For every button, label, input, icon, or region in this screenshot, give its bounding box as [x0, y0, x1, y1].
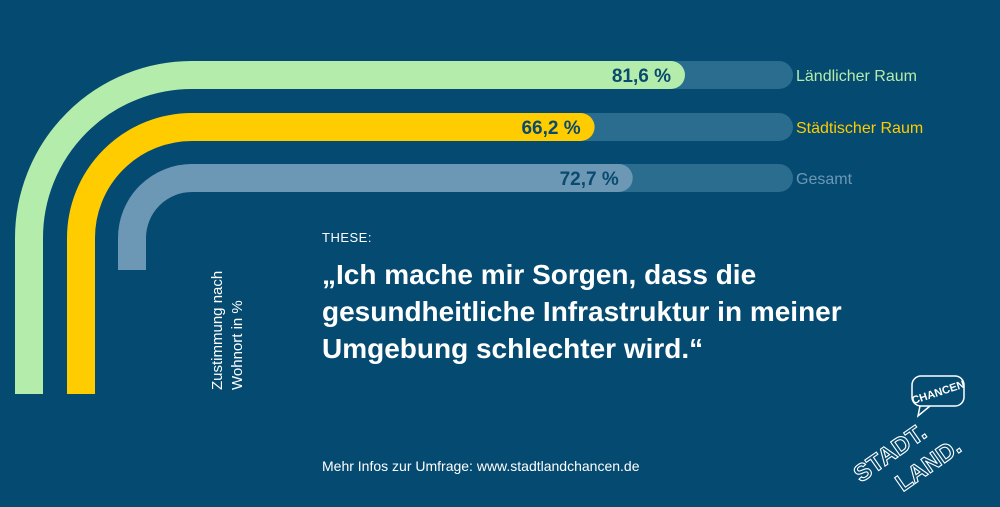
axis-label-line-1: Zustimmung nach	[209, 271, 226, 390]
axis-label-line-2: Wohnort in %	[229, 300, 246, 390]
chart-bars	[178, 61, 685, 192]
chart-value-labels: 81,6 % 66,2 % 72,7 %	[521, 66, 671, 190]
bar-value-label-3: 72,7 %	[560, 169, 619, 190]
axis-label: Zustimmung nach Wohnort in %	[209, 267, 246, 390]
legend-label-1: Ländlicher Raum	[796, 68, 917, 85]
thesis-label: THESE:	[322, 230, 372, 245]
legend-label-2: Städtischer Raum	[796, 120, 923, 137]
curved-bar-2	[67, 113, 193, 394]
curved-bar-1	[15, 61, 193, 394]
chart-legend: Ländlicher Raum Städtischer Raum Gesamt	[796, 68, 923, 188]
logo-badge-text: CHANCEN	[910, 379, 966, 407]
logo-badge: CHANCEN	[910, 375, 966, 418]
bar-value-label-2: 66,2 %	[521, 118, 580, 139]
survey-info-footer: Mehr Infos zur Umfrage: www.stadtlandcha…	[322, 458, 640, 474]
stadt-land-chancen-logo: CHANCEN STADT. LAND.	[848, 375, 967, 493]
curved-bar-3	[118, 164, 193, 270]
bar-value-label-1: 81,6 %	[612, 66, 671, 87]
thesis-quote: „Ich mache mir Sorgen, dass die gesundhe…	[322, 259, 842, 364]
chart-curved-bars	[15, 61, 193, 394]
legend-label-3: Gesamt	[796, 171, 853, 188]
